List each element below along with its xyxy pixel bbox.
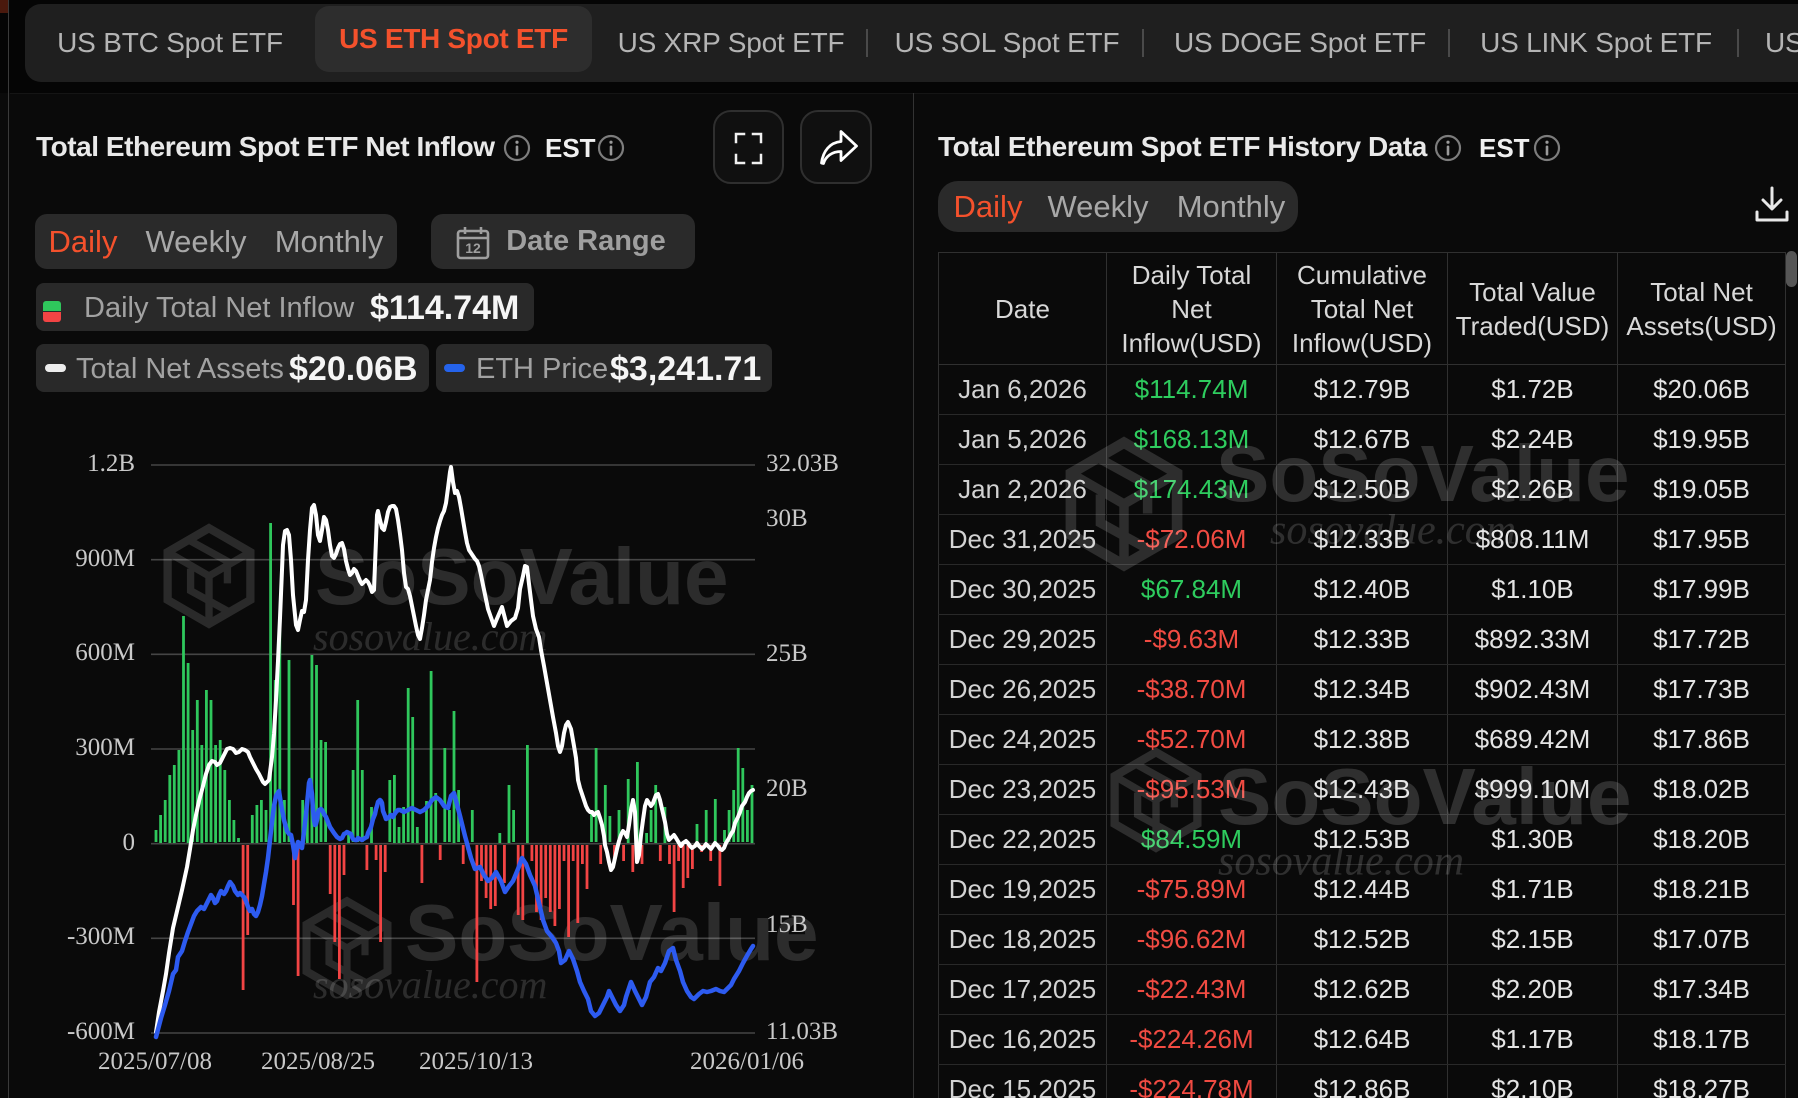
svg-text:sosovalue.com: sosovalue.com — [313, 962, 547, 1007]
svg-text:SoSoValue: SoSoValue — [405, 888, 818, 977]
svg-text:12: 12 — [465, 240, 481, 256]
